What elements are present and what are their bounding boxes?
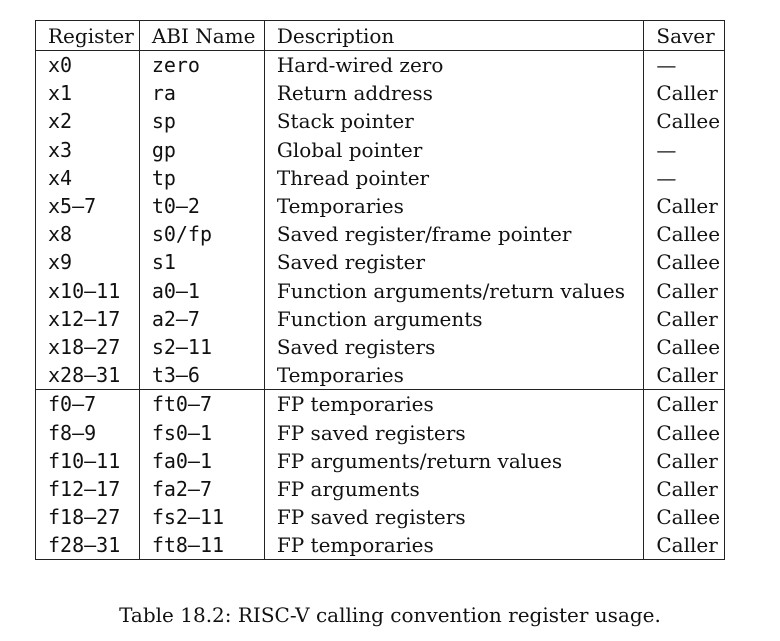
register-cell: x9 (35, 248, 140, 277)
table-row: f28–31 ft8–11 FP temporaries Caller (35, 531, 725, 560)
register-cell: f0–7 (35, 389, 140, 419)
saver-cell: Callee (656, 222, 721, 247)
saver-cell: Caller (656, 533, 718, 558)
saver-cell: Callee (656, 505, 721, 530)
saver-cell: Caller (656, 363, 718, 388)
abi-name-cell: sp (139, 107, 265, 136)
description-cell: Hard-wired zero (264, 50, 645, 80)
register-cell: x4 (35, 163, 140, 192)
saver-cell: Caller (656, 476, 718, 501)
header-abi-name: ABI Name (139, 20, 265, 51)
saver-cell: Caller (656, 194, 718, 219)
table-row: x3 gp Global pointer — (35, 135, 725, 164)
saver-cell: Caller (643, 389, 725, 419)
table-row: x10–11 a0–1 Function arguments/return valu… (35, 276, 725, 305)
description-cell: FP saved registers (264, 418, 645, 447)
register-cell: x3 (35, 135, 140, 164)
table-header-row: Register ABI Name Description Saver (35, 20, 725, 51)
table-caption: Table 18.2: RISC-V calling convention re… (119, 603, 661, 627)
table-row: x18–27 s2–11 Saved registers Callee (35, 332, 725, 362)
saver-cell: Callee (656, 334, 721, 359)
abi-name-cell: fs2–11 (139, 503, 265, 532)
abi-name-cell: t3–6 (139, 361, 265, 390)
register-cell: x12–17 (35, 304, 140, 333)
register-cell: f8–9 (35, 418, 140, 447)
description-cell: Global pointer (264, 135, 645, 164)
register-cell: x8 (35, 220, 140, 249)
register-cell: f10–11 (35, 446, 140, 475)
description-cell: Temporaries (264, 191, 645, 221)
description-cell: Saved register/frame pointer (264, 220, 645, 249)
saver-cell: Callee (656, 109, 721, 134)
description-cell: FP arguments (264, 474, 645, 503)
abi-name-cell: t0–2 (139, 191, 265, 221)
table-row: f12–17 fa2–7 FP arguments Caller (35, 474, 725, 503)
description-cell: Temporaries (264, 361, 645, 390)
table-row: x8 s0/fp Saved register/frame pointer Calle… (35, 220, 725, 249)
table-row: f8–9 fs0–1 FP saved registers Callee (35, 418, 725, 447)
description-cell: FP temporaries (264, 389, 645, 419)
table-row: x1 ra Return address Caller (35, 79, 725, 108)
table-row: x28–31 t3–6 Temporaries Caller (35, 361, 725, 390)
table-row: x0 zero Hard-wired zero — (35, 50, 725, 80)
abi-name-cell: gp (139, 135, 265, 164)
saver-cell: Caller (656, 448, 718, 473)
register-cell: f12–17 (35, 474, 140, 503)
table-row: f0–7 ft0–7 FP temporaries Caller (35, 389, 725, 419)
description-cell: Stack pointer (264, 107, 645, 136)
table-row: x2 sp Stack pointer Callee (35, 107, 725, 136)
abi-name-cell: fs0–1 (139, 418, 265, 447)
table-row: x9 s1 Saved register Callee (35, 248, 725, 277)
register-cell: x1 (35, 79, 140, 108)
abi-name-cell: ra (139, 79, 265, 108)
register-cell: f28–31 (35, 531, 140, 560)
abi-name-cell: s1 (139, 248, 265, 277)
description-cell: FP arguments/return values (264, 446, 645, 475)
abi-name-cell: ft8–11 (139, 531, 265, 560)
description-cell: FP saved registers (264, 503, 645, 532)
register-cell: x5–7 (35, 191, 140, 221)
saver-cell: Caller (656, 306, 718, 331)
table-row: x4 tp Thread pointer — (35, 163, 725, 192)
table-row: f18–27 fs2–11 FP saved registers Callee (35, 503, 725, 532)
register-cell: x18–27 (35, 332, 140, 362)
description-cell: Saved registers (264, 332, 645, 362)
abi-name-cell: tp (139, 163, 265, 192)
register-cell: x0 (35, 50, 140, 80)
register-cell: x10–11 (35, 276, 140, 305)
abi-name-cell: ft0–7 (139, 389, 265, 419)
abi-name-cell: a0–1 (139, 276, 265, 305)
saver-cell: Caller (656, 81, 718, 106)
table-row: x5–7 t0–2 Temporaries Caller (35, 191, 725, 221)
abi-name-cell: zero (139, 50, 265, 80)
abi-name-cell: fa2–7 (139, 474, 265, 503)
description-cell: FP temporaries (264, 531, 645, 560)
abi-name-cell: fa0–1 (139, 446, 265, 475)
description-cell: Thread pointer (264, 163, 645, 192)
header-saver: Saver (643, 20, 725, 51)
register-cell: x2 (35, 107, 140, 136)
register-usage-table: Register ABI Name Description Saver x0 ze… (35, 20, 725, 561)
saver-cell: Caller (656, 278, 718, 303)
header-register: Register (35, 20, 140, 51)
description-cell: Function arguments/return values (264, 276, 645, 305)
table-row: x12–17 a2–7 Function arguments Caller (35, 304, 725, 333)
header-description: Description (264, 20, 645, 51)
abi-name-cell: a2–7 (139, 304, 265, 333)
abi-name-cell: s0/fp (139, 220, 265, 249)
register-cell: x28–31 (35, 361, 140, 390)
saver-cell: — (656, 53, 677, 78)
description-cell: Function arguments (264, 304, 645, 333)
description-cell: Return address (264, 79, 645, 108)
saver-cell: — (656, 165, 677, 190)
register-cell: f18–27 (35, 503, 140, 532)
saver-cell: Callee (656, 420, 721, 445)
abi-name-cell: s2–11 (139, 332, 265, 362)
saver-cell: Callee (656, 250, 721, 275)
description-cell: Saved register (264, 248, 645, 277)
saver-cell: — (656, 137, 677, 162)
table-row: f10–11 fa0–1 FP arguments/return values Cal… (35, 446, 725, 475)
